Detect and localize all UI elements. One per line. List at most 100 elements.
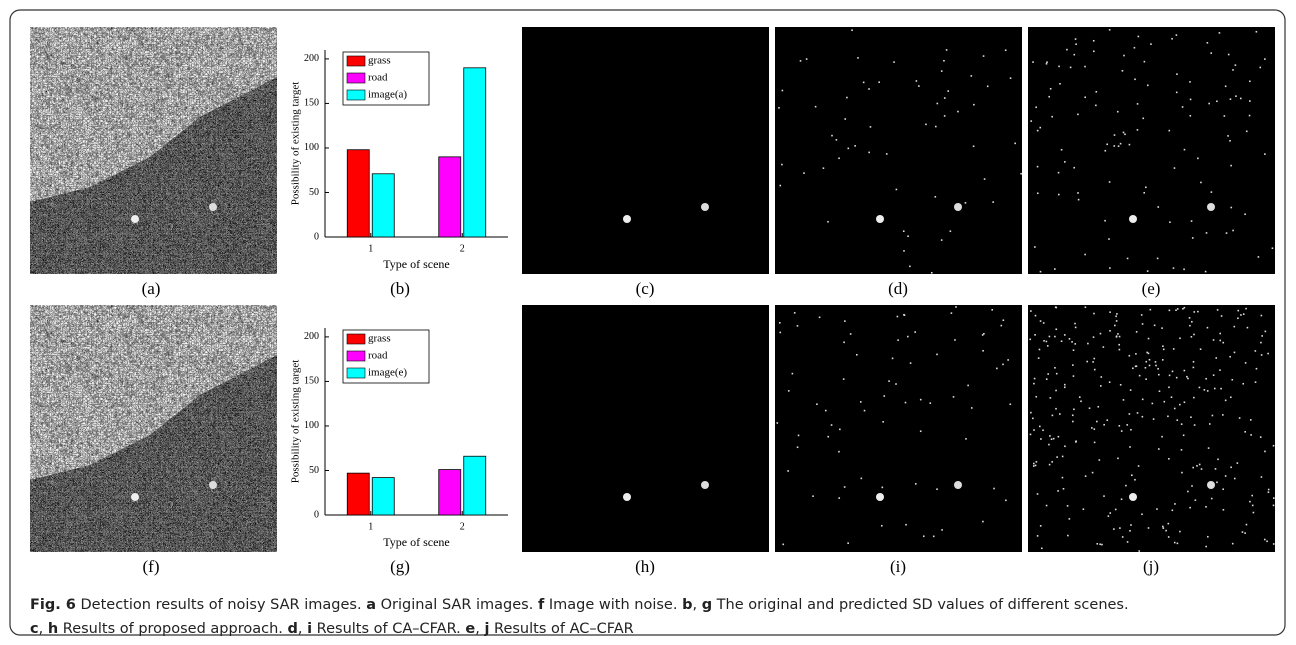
detection-dot [1219, 333, 1221, 335]
detection-dot [1168, 386, 1170, 388]
legend-label: grass [368, 333, 391, 345]
detection-dot [1120, 143, 1122, 145]
detection-dot [1145, 367, 1147, 369]
detection-dot [1142, 118, 1144, 120]
detection-dot [1087, 343, 1089, 345]
detection-dot [1187, 491, 1189, 493]
detection-dot [1035, 465, 1037, 467]
detection-dot [947, 90, 949, 92]
detection-dot [1235, 64, 1237, 66]
panel-label: (g) [390, 557, 410, 576]
detection-dot [1051, 438, 1053, 440]
detection-dot [1240, 98, 1242, 100]
detection-dot [1129, 446, 1131, 448]
detection-dot [1182, 308, 1184, 310]
detection-dot [1010, 77, 1012, 79]
detection-dot [1229, 356, 1231, 358]
detection-dot [1267, 353, 1269, 355]
detection-image [1028, 305, 1275, 552]
detection-dot [1173, 267, 1175, 269]
detection-dot [844, 118, 846, 120]
caption-text: Results of CA–CFAR. [312, 621, 465, 637]
detection-dot [1030, 412, 1032, 414]
x-axis-label: Type of scene [383, 257, 449, 271]
detection-dot [1192, 467, 1194, 469]
caption-text: , [475, 621, 484, 637]
panel-label: (c) [636, 279, 655, 298]
y-axis-label: Possibility of existing target [290, 360, 302, 484]
detection-dot [1161, 436, 1163, 438]
y-tick-label: 100 [304, 142, 319, 153]
caption-text: Image with noise. [544, 597, 682, 613]
detection-dot [1187, 378, 1189, 380]
detection-dot [1119, 349, 1121, 351]
detection-dot [1063, 488, 1065, 490]
detection-dot [1242, 531, 1244, 533]
detection-dot [1260, 342, 1262, 344]
detection-dot [1083, 508, 1085, 510]
detection-dot [1142, 323, 1144, 325]
detection-dot [1148, 527, 1150, 529]
detection-dot [1121, 430, 1123, 432]
caption-text: Original SAR images. [376, 597, 538, 613]
detection-dot [1184, 307, 1186, 309]
detection-dot [1237, 317, 1239, 319]
detection-dot [1058, 436, 1060, 438]
detection-dot [882, 487, 884, 489]
detection-dot [1109, 29, 1111, 31]
detection-dot [1237, 310, 1239, 312]
detection-dot [792, 373, 794, 375]
detection-dot [1175, 309, 1177, 311]
detection-dot [957, 111, 959, 113]
detection-dot [1169, 310, 1171, 312]
detection-dot [971, 407, 973, 409]
detection-dot [918, 85, 920, 87]
detection-dot [1191, 485, 1193, 487]
detection-dot [1168, 536, 1170, 538]
detection-dot [1181, 472, 1183, 474]
detection-dot [1118, 344, 1120, 346]
detection-dot [1256, 368, 1258, 370]
detection-dot [838, 451, 840, 453]
caption-text: , [692, 597, 701, 613]
detection-dot [868, 152, 870, 154]
detection-dot [929, 402, 931, 404]
detection-dot [1176, 73, 1178, 75]
detection-dot [1030, 120, 1032, 122]
detection-dot [878, 81, 880, 83]
detection-dot [1193, 397, 1195, 399]
detection-dot [1222, 342, 1224, 344]
detection-dot [1020, 173, 1022, 175]
panel-label: (h) [635, 557, 655, 576]
detection-dot [1093, 51, 1095, 53]
detection-dot [1176, 34, 1178, 36]
detection-dot [882, 421, 884, 423]
y-tick-label: 50 [309, 187, 319, 198]
caption-text: g [702, 597, 712, 613]
detection-dot [1191, 336, 1193, 338]
detection-dot [1179, 337, 1181, 339]
legend-swatch [347, 334, 365, 344]
detection-dot [1244, 431, 1246, 433]
detection-dot [1200, 348, 1202, 350]
detection-dot [946, 49, 948, 51]
detection-dot [1169, 375, 1171, 377]
detection-dot [1109, 267, 1111, 269]
detection-dot [1104, 220, 1106, 222]
detection-dot [1153, 418, 1155, 420]
detection-dot [1239, 417, 1241, 419]
target [701, 481, 709, 489]
detection-dot [1243, 313, 1245, 315]
detection-dot [1123, 399, 1125, 401]
detection-dot [1179, 531, 1181, 533]
detection-dot [1062, 477, 1064, 479]
detection-dot [776, 422, 778, 424]
detection-dot [1040, 320, 1042, 322]
detection-dot [1189, 507, 1191, 509]
detection-dot [1245, 308, 1247, 310]
detection-dot [843, 378, 845, 380]
detection-dot [1119, 527, 1121, 529]
detection-dot [1219, 340, 1221, 342]
detection-dot [797, 446, 799, 448]
detection-dot [1163, 527, 1165, 529]
